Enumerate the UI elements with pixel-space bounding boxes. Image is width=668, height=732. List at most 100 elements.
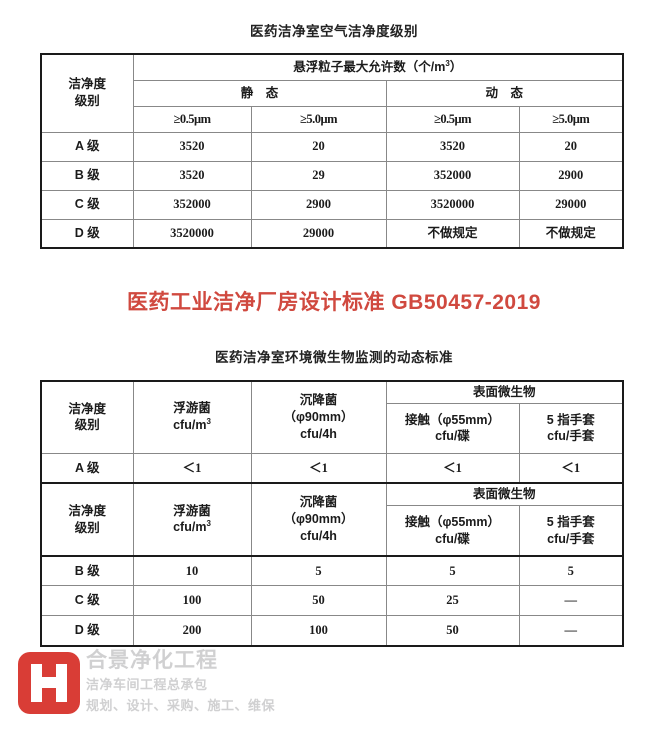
micro-cell: 5 [250, 554, 387, 587]
table-row: D 级 3520000 29000 不做规定 不做规定 [40, 218, 624, 249]
air-size-header-1: ≥0.5μm [132, 105, 252, 133]
micro-cell: 5 [518, 554, 625, 587]
micro-cell: 200 [132, 615, 252, 647]
air-table-title: 医药洁净室空气洁净度级别 [250, 24, 418, 39]
air-row-grade: A 级 [40, 131, 134, 162]
air-corner-label: 洁净度 级别 [40, 53, 134, 133]
micro-cell: 100 [250, 615, 387, 647]
air-state-dynamic: 动 态 [385, 79, 624, 107]
micro-glove-header-2: 5 指手套 cfu/手套 [518, 505, 625, 557]
air-cleanliness-table: 洁净度 级别 悬浮粒子最大允许数（个/m3） 静 态 动 态 ≥0.5μm ≥5… [40, 53, 624, 249]
table-row: D 级 200 100 50 — [40, 615, 625, 647]
micro-contact-line2: cfu/碟 [435, 429, 470, 444]
micro-settling-header: 沉降菌 （φ90mm） cfu/4h [250, 380, 387, 454]
micro-corner-label: 洁净度 级别 [40, 380, 134, 454]
micro-cell: — [518, 615, 625, 647]
air-corner-line1: 洁净度 [68, 77, 106, 92]
micro-cell: 50 [385, 615, 520, 647]
air-group-header-text: 悬浮粒子最大允许数（个/m [293, 59, 446, 74]
watermark: 合景净化工程 洁净车间工程总承包 规划、设计、采购、施工、维保 [14, 648, 344, 732]
watermark-tagline: 洁净车间工程总承包 [86, 677, 208, 692]
micro-cell: ＜1 [385, 452, 520, 484]
micro-floating-line2: cfu/m3 [173, 417, 211, 433]
air-cell: 不做规定 [518, 218, 624, 249]
micro-contact-line1: 接触（φ55mm） [404, 412, 501, 427]
table-row-header-group: 洁净度 级别 悬浮粒子最大允许数（个/m3） [40, 53, 624, 133]
air-cell: 3520000 [385, 189, 520, 220]
micro-floating-line1: 浮游菌 [173, 401, 211, 416]
air-cell: 不做规定 [385, 218, 520, 249]
air-table-wrapper: 洁净度 级别 悬浮粒子最大允许数（个/m3） 静 态 动 态 ≥0.5μm ≥5… [0, 40, 668, 249]
watermark-services: 规划、设计、采购、施工、维保 [86, 698, 276, 713]
micro-row-grade: C 级 [40, 585, 134, 617]
micro-settling-line3: cfu/4h [300, 529, 337, 543]
air-cell: 29000 [518, 189, 624, 220]
micro-glove-line2: cfu/手套 [547, 429, 595, 444]
micro-table-wrapper: 洁净度 级别 浮游菌 cfu/m3 沉降菌 （φ90mm） cfu/4h 表面微… [0, 366, 668, 647]
micro-settling-line1: 沉降菌 [299, 393, 338, 408]
micro-contact-header-2: 接触（φ55mm） cfu/碟 [385, 505, 520, 557]
logo-bar-right [56, 664, 67, 702]
air-size-header-4: ≥5.0μm [518, 105, 624, 133]
air-row-grade: B 级 [40, 160, 134, 191]
table-row: C 级 100 50 25 — [40, 585, 625, 617]
watermark-text: 合景净化工程 洁净车间工程总承包 规划、设计、采购、施工、维保 [86, 648, 275, 716]
micro-cell: — [518, 585, 625, 617]
air-cell: 3520 [132, 131, 252, 162]
company-logo-icon [18, 652, 80, 714]
micro-floating-line1: 浮游菌 [173, 503, 211, 518]
air-cell: 3520 [132, 160, 252, 191]
air-cell: 352000 [385, 160, 520, 191]
air-cell: 20 [250, 131, 387, 162]
micro-cell: 50 [250, 585, 387, 617]
micro-settling-line1: 沉降菌 [299, 495, 338, 510]
watermark-company-name: 合景净化工程 [86, 649, 218, 672]
micro-row-grade: A 级 [40, 452, 134, 484]
micro-settling-line2: （φ90mm） [283, 512, 354, 527]
micro-contact-line1: 接触（φ55mm） [404, 514, 501, 529]
air-cell: 3520 [385, 131, 520, 162]
micro-corner-line2: 级别 [74, 418, 100, 433]
micro-cell: 25 [385, 585, 520, 617]
micro-settling-line2: （φ90mm） [283, 410, 354, 424]
microbiological-table: 洁净度 级别 浮游菌 cfu/m3 沉降菌 （φ90mm） cfu/4h 表面微… [40, 380, 625, 647]
micro-surface-group: 表面微生物 [385, 380, 625, 404]
micro-floating-header: 浮游菌 cfu/m3 [132, 380, 252, 454]
air-cell: 2900 [518, 160, 624, 191]
air-cell: 20 [518, 131, 624, 162]
air-row-grade: D 级 [40, 218, 134, 249]
micro-cell: ＜1 [132, 452, 252, 484]
micro-glove-line2: cfu/手套 [547, 531, 595, 546]
micro-corner-label-2: 洁净度 级别 [40, 482, 134, 557]
standard-title: 医药工业洁净厂房设计标准 GB50457-2019 [127, 291, 541, 314]
logo-bar-middle [31, 677, 67, 688]
air-cell: 29 [250, 160, 387, 191]
micro-row-grade: B 级 [40, 554, 134, 587]
table-row-header-group: 洁净度 级别 浮游菌 cfu/m3 沉降菌 （φ90mm） cfu/4h 表面微… [40, 380, 625, 454]
micro-glove-line1: 5 指手套 [546, 412, 595, 427]
micro-glove-line1: 5 指手套 [546, 514, 595, 529]
micro-corner-line1: 洁净度 [68, 503, 106, 518]
micro-table-title: 医药洁净室环境微生物监测的动态标准 [215, 350, 453, 365]
micro-cell: ＜1 [250, 452, 387, 484]
table-row: C 级 352000 2900 3520000 29000 [40, 189, 624, 220]
micro-corner-line1: 洁净度 [68, 401, 106, 416]
micro-cell: 5 [385, 554, 520, 587]
air-state-static: 静 态 [132, 79, 387, 107]
table-row-sizes: ≥0.5μm ≥5.0μm ≥0.5μm ≥5.0μm [41, 105, 624, 133]
table-row: B 级 10 5 5 5 [40, 554, 625, 587]
micro-floating-header-2: 浮游菌 cfu/m3 [132, 482, 252, 557]
logo-bar-left [31, 664, 42, 702]
table-row-state: 静 态 动 态 [41, 79, 624, 107]
table-row-header-group-repeat: 洁净度 级别 浮游菌 cfu/m3 沉降菌 （φ90mm） cfu/4h 表面微… [40, 482, 625, 557]
air-cell: 29000 [250, 218, 387, 249]
air-corner-line2: 级别 [74, 94, 100, 109]
air-row-grade: C 级 [40, 189, 134, 220]
micro-row-grade: D 级 [40, 615, 134, 647]
table-row: B 级 3520 29 352000 2900 [40, 160, 624, 191]
air-cell: 2900 [250, 189, 387, 220]
micro-corner-line2: 级别 [74, 520, 100, 535]
micro-surface-group-2: 表面微生物 [385, 482, 625, 507]
micro-cell: ＜1 [518, 452, 625, 484]
air-group-header: 悬浮粒子最大允许数（个/m3） [132, 53, 624, 81]
